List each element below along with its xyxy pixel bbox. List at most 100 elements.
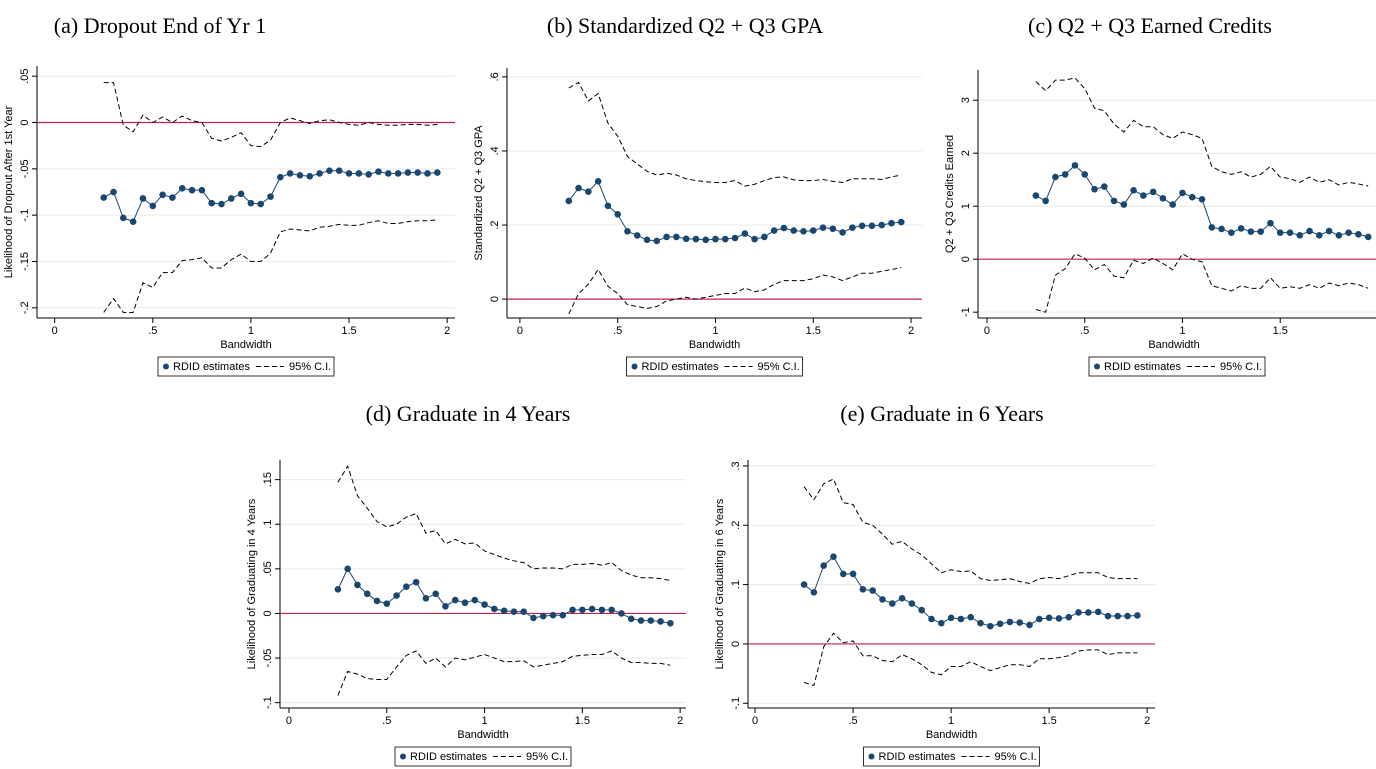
- estimate-point: [809, 227, 817, 234]
- estimate-point: [414, 169, 422, 176]
- estimate-point: [286, 170, 294, 177]
- estimate-point: [682, 235, 690, 243]
- estimate-point: [1247, 228, 1255, 235]
- estimate-point: [588, 605, 596, 613]
- estimate-point: [653, 237, 661, 245]
- estimate-point: [1052, 173, 1059, 181]
- legend-label: 95% C.I.: [758, 361, 800, 373]
- estimate-point: [277, 173, 284, 181]
- chart-panel: (e) Graduate in 6 Years -.1 0 .1 .2 .3 0 .5 1 1.5…: [714, 401, 1155, 767]
- estimate-point: [897, 218, 905, 226]
- x-tick-label: 1: [712, 325, 718, 337]
- estimate-point: [829, 225, 837, 233]
- x-axis-label: Bandwidth: [1148, 339, 1199, 351]
- estimate-point: [110, 188, 117, 196]
- estimate-point: [404, 169, 412, 176]
- legend-box: [863, 746, 1040, 767]
- ci-line: [568, 81, 902, 187]
- estimate-point: [267, 193, 274, 200]
- estimate-point: [218, 200, 225, 208]
- estimate-point: [647, 617, 655, 624]
- estimate-point: [643, 236, 651, 244]
- estimate-point: [1124, 612, 1131, 620]
- estimate-point: [977, 619, 984, 627]
- estimate-point: [820, 562, 827, 569]
- ci-line: [103, 219, 438, 313]
- x-axis-label: Bandwidth: [926, 729, 977, 741]
- estimate-point: [1104, 612, 1112, 620]
- estimate-point: [780, 224, 788, 232]
- estimate-point: [510, 608, 518, 615]
- chart-title: (d) Graduate in 4 Years: [366, 401, 571, 426]
- y-axis-label: Likelihood of Graduating in 4 Years: [246, 498, 258, 669]
- estimate-point: [1094, 608, 1102, 616]
- estimate-point: [947, 614, 955, 622]
- x-tick-label: 1: [482, 715, 488, 727]
- x-axis-label: Bandwidth: [220, 339, 271, 351]
- estimate-point: [169, 194, 176, 201]
- estimate-point: [539, 612, 547, 620]
- legend-marker: [631, 363, 638, 370]
- estimate-point: [345, 170, 353, 177]
- estimate-point: [1198, 195, 1206, 203]
- y-tick-label: 0: [960, 256, 972, 262]
- ci-line: [568, 267, 902, 315]
- estimate-point: [247, 199, 255, 207]
- legend-box: [157, 356, 335, 377]
- estimate-point: [1006, 618, 1014, 626]
- estimate-point: [1114, 612, 1122, 620]
- estimate-point: [614, 210, 621, 218]
- y-tick-label: .6: [489, 72, 501, 81]
- chart-title: (a) Dropout End of Yr 1: [54, 13, 266, 38]
- x-tick-label: 2: [1144, 715, 1150, 727]
- y-tick-label: -.2: [19, 301, 31, 314]
- y-tick-label: .1: [262, 520, 274, 529]
- y-tick-label: .05: [262, 561, 274, 576]
- x-tick-label: 0: [752, 715, 758, 727]
- estimate-point: [987, 622, 994, 630]
- y-tick-label: 0: [489, 296, 501, 302]
- y-tick-label: .15: [262, 472, 274, 487]
- estimate-point: [928, 615, 935, 623]
- y-tick-label: -.15: [19, 252, 31, 271]
- estimate-point: [422, 594, 430, 602]
- chart-panel: (d) Graduate in 4 Years -.1 -.05 0 .05 .1 .15 0…: [246, 401, 686, 767]
- estimate-point: [1032, 192, 1040, 199]
- estimate-point: [761, 233, 768, 241]
- y-tick-label: -.05: [262, 649, 274, 668]
- estimate-point: [868, 222, 876, 230]
- y-tick-label: .2: [489, 220, 501, 229]
- y-tick-label: 0: [730, 641, 742, 647]
- legend-box: [1088, 356, 1266, 377]
- estimate-point: [667, 619, 674, 627]
- ci-line: [337, 650, 671, 696]
- chart-panel: (c) Q2 + Q3 Earned Credits -1 0 1 2 3 0 .5 1 1.5 B…: [944, 13, 1376, 377]
- ci-line: [1035, 77, 1369, 187]
- estimate-point: [1071, 162, 1079, 169]
- estimate-point: [618, 610, 625, 617]
- estimate-point: [859, 586, 867, 593]
- estimate-point: [1335, 232, 1343, 239]
- estimate-point: [565, 197, 573, 205]
- estimate-point: [481, 601, 488, 608]
- legend-box: [394, 746, 572, 767]
- estimate-point: [702, 236, 709, 244]
- estimate-point: [1208, 224, 1216, 231]
- estimate-point: [393, 592, 400, 599]
- estimate-point: [878, 221, 886, 229]
- estimate-point: [731, 234, 739, 242]
- estimate-point: [751, 235, 758, 243]
- estimate-point: [770, 227, 778, 234]
- estimate-point: [1316, 232, 1323, 239]
- legend-marker: [1094, 363, 1100, 370]
- estimate-point: [1100, 183, 1108, 190]
- estimate-point: [412, 578, 420, 586]
- chart-title: (b) Standardized Q2 + Q3 GPA: [547, 13, 823, 38]
- estimate-point: [383, 600, 391, 607]
- estimate-point: [598, 606, 606, 614]
- estimate-point: [849, 224, 856, 231]
- estimate-point: [334, 586, 342, 593]
- estimate-point: [585, 188, 592, 196]
- legend-label: 95% C.I.: [1220, 361, 1262, 373]
